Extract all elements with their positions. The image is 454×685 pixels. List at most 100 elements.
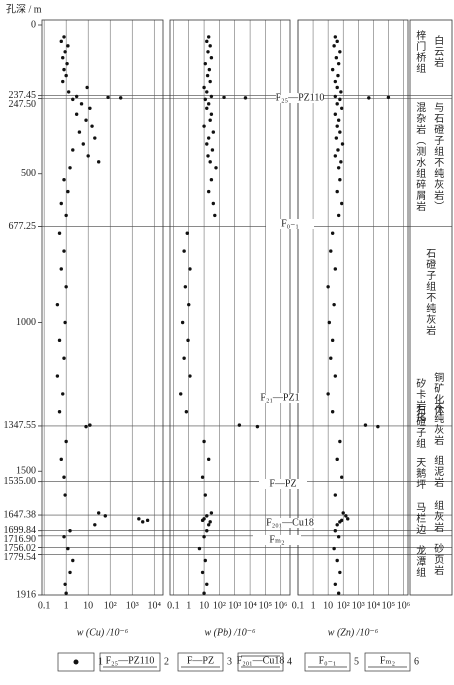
data-point <box>205 90 209 94</box>
data-point <box>66 546 70 551</box>
data-point <box>330 231 335 235</box>
legend-box <box>99 652 161 672</box>
legend-number: 3 <box>227 656 232 667</box>
data-point <box>55 302 60 307</box>
data-point <box>333 94 338 99</box>
panel-frame <box>41 19 164 596</box>
data-point <box>329 249 333 253</box>
data-point <box>59 201 63 206</box>
data-point <box>334 56 339 60</box>
data-point <box>145 518 150 523</box>
data-point <box>188 374 192 378</box>
data-point <box>209 112 214 116</box>
data-point <box>336 166 341 170</box>
data-point <box>341 511 345 515</box>
data-point <box>207 67 212 72</box>
data-point <box>363 423 368 427</box>
data-point <box>55 374 60 378</box>
data-point <box>333 493 338 497</box>
y-tick-label: 237.45 <box>9 90 37 101</box>
lithology-label: 组泥岩 <box>432 454 444 488</box>
x-tick-label: 10⁵ <box>259 600 273 611</box>
lithology-label: 砂页岩 <box>432 542 444 576</box>
data-point <box>64 439 68 444</box>
data-point <box>205 514 209 518</box>
fault-label: F₂₅—PZ110 <box>276 92 325 103</box>
data-point <box>71 148 75 152</box>
data-point <box>336 591 341 595</box>
legend-number: 6 <box>414 656 419 667</box>
data-point <box>59 267 63 271</box>
x-tick-label: 10⁶ <box>397 600 411 611</box>
x-tick-label: 0.1 <box>292 600 305 611</box>
data-point <box>367 96 371 100</box>
x-tick-label: 0.1 <box>38 600 51 611</box>
lithology-label: 不纯灰岩 <box>432 402 444 446</box>
data-point <box>64 213 68 218</box>
data-point <box>106 95 110 99</box>
data-point <box>338 177 342 182</box>
data-point <box>335 457 339 462</box>
data-point <box>243 96 248 100</box>
y-tick-label: 1916 <box>16 589 36 600</box>
fault-label: Fₘ₂ <box>269 534 284 545</box>
data-point <box>205 106 209 110</box>
data-point <box>332 302 336 307</box>
data-point <box>203 97 207 102</box>
data-point <box>206 50 210 54</box>
data-point <box>88 423 92 427</box>
x-axis-label: w (Zn) /10⁻⁶ <box>328 627 379 638</box>
data-point <box>202 124 206 128</box>
fault-label: F₀₋₁ <box>281 218 299 229</box>
data-point <box>329 356 333 360</box>
data-point <box>203 61 207 66</box>
legend-box <box>177 652 224 672</box>
data-point <box>326 285 330 289</box>
data-point <box>68 570 72 575</box>
legend-label: Fₘ₂ <box>380 655 395 666</box>
data-point <box>340 201 344 206</box>
legend-label: F₀₋₁ <box>319 655 337 666</box>
data-point <box>79 102 84 106</box>
y-axis-label: 孔深 / m <box>6 3 42 15</box>
fault-label: F₂₀₁—Cu18 <box>266 517 314 528</box>
fault-label-bg <box>276 93 324 103</box>
data-point <box>338 520 342 524</box>
data-point <box>209 177 214 182</box>
data-point <box>336 118 341 122</box>
data-point <box>208 79 212 84</box>
data-point <box>333 374 338 378</box>
x-tick-label: 10 <box>323 600 333 611</box>
data-point <box>208 118 212 122</box>
data-point <box>333 154 338 158</box>
x-tick-label: 1 <box>186 600 191 611</box>
data-point <box>66 189 70 194</box>
data-point <box>200 518 205 523</box>
data-point <box>202 85 206 90</box>
data-point <box>103 514 108 518</box>
data-point <box>335 523 339 527</box>
data-point <box>346 517 350 521</box>
data-point <box>205 39 209 44</box>
x-tick-label: 1 <box>311 600 316 611</box>
data-point <box>338 130 342 134</box>
lithology-frame <box>409 19 453 596</box>
data-point <box>338 50 342 54</box>
lithology-label: 马栏边 <box>414 502 426 535</box>
y-tick-label: 1779.54 <box>4 552 37 563</box>
data-point <box>338 439 342 444</box>
data-point <box>62 534 66 539</box>
data-point <box>202 534 206 539</box>
data-point <box>336 534 341 539</box>
data-point <box>339 90 343 94</box>
lithology-label: 混杂岩（测水组碎屑岩 <box>414 102 426 212</box>
data-point <box>340 142 345 146</box>
data-point <box>336 148 340 152</box>
data-point <box>63 50 67 54</box>
data-point <box>205 73 210 78</box>
y-tick-label: 1756.02 <box>4 543 37 554</box>
lithology-label: 梓门桥组 <box>414 29 426 74</box>
legend-number: 1 <box>98 656 103 667</box>
data-point <box>61 392 65 396</box>
data-point <box>213 213 217 218</box>
